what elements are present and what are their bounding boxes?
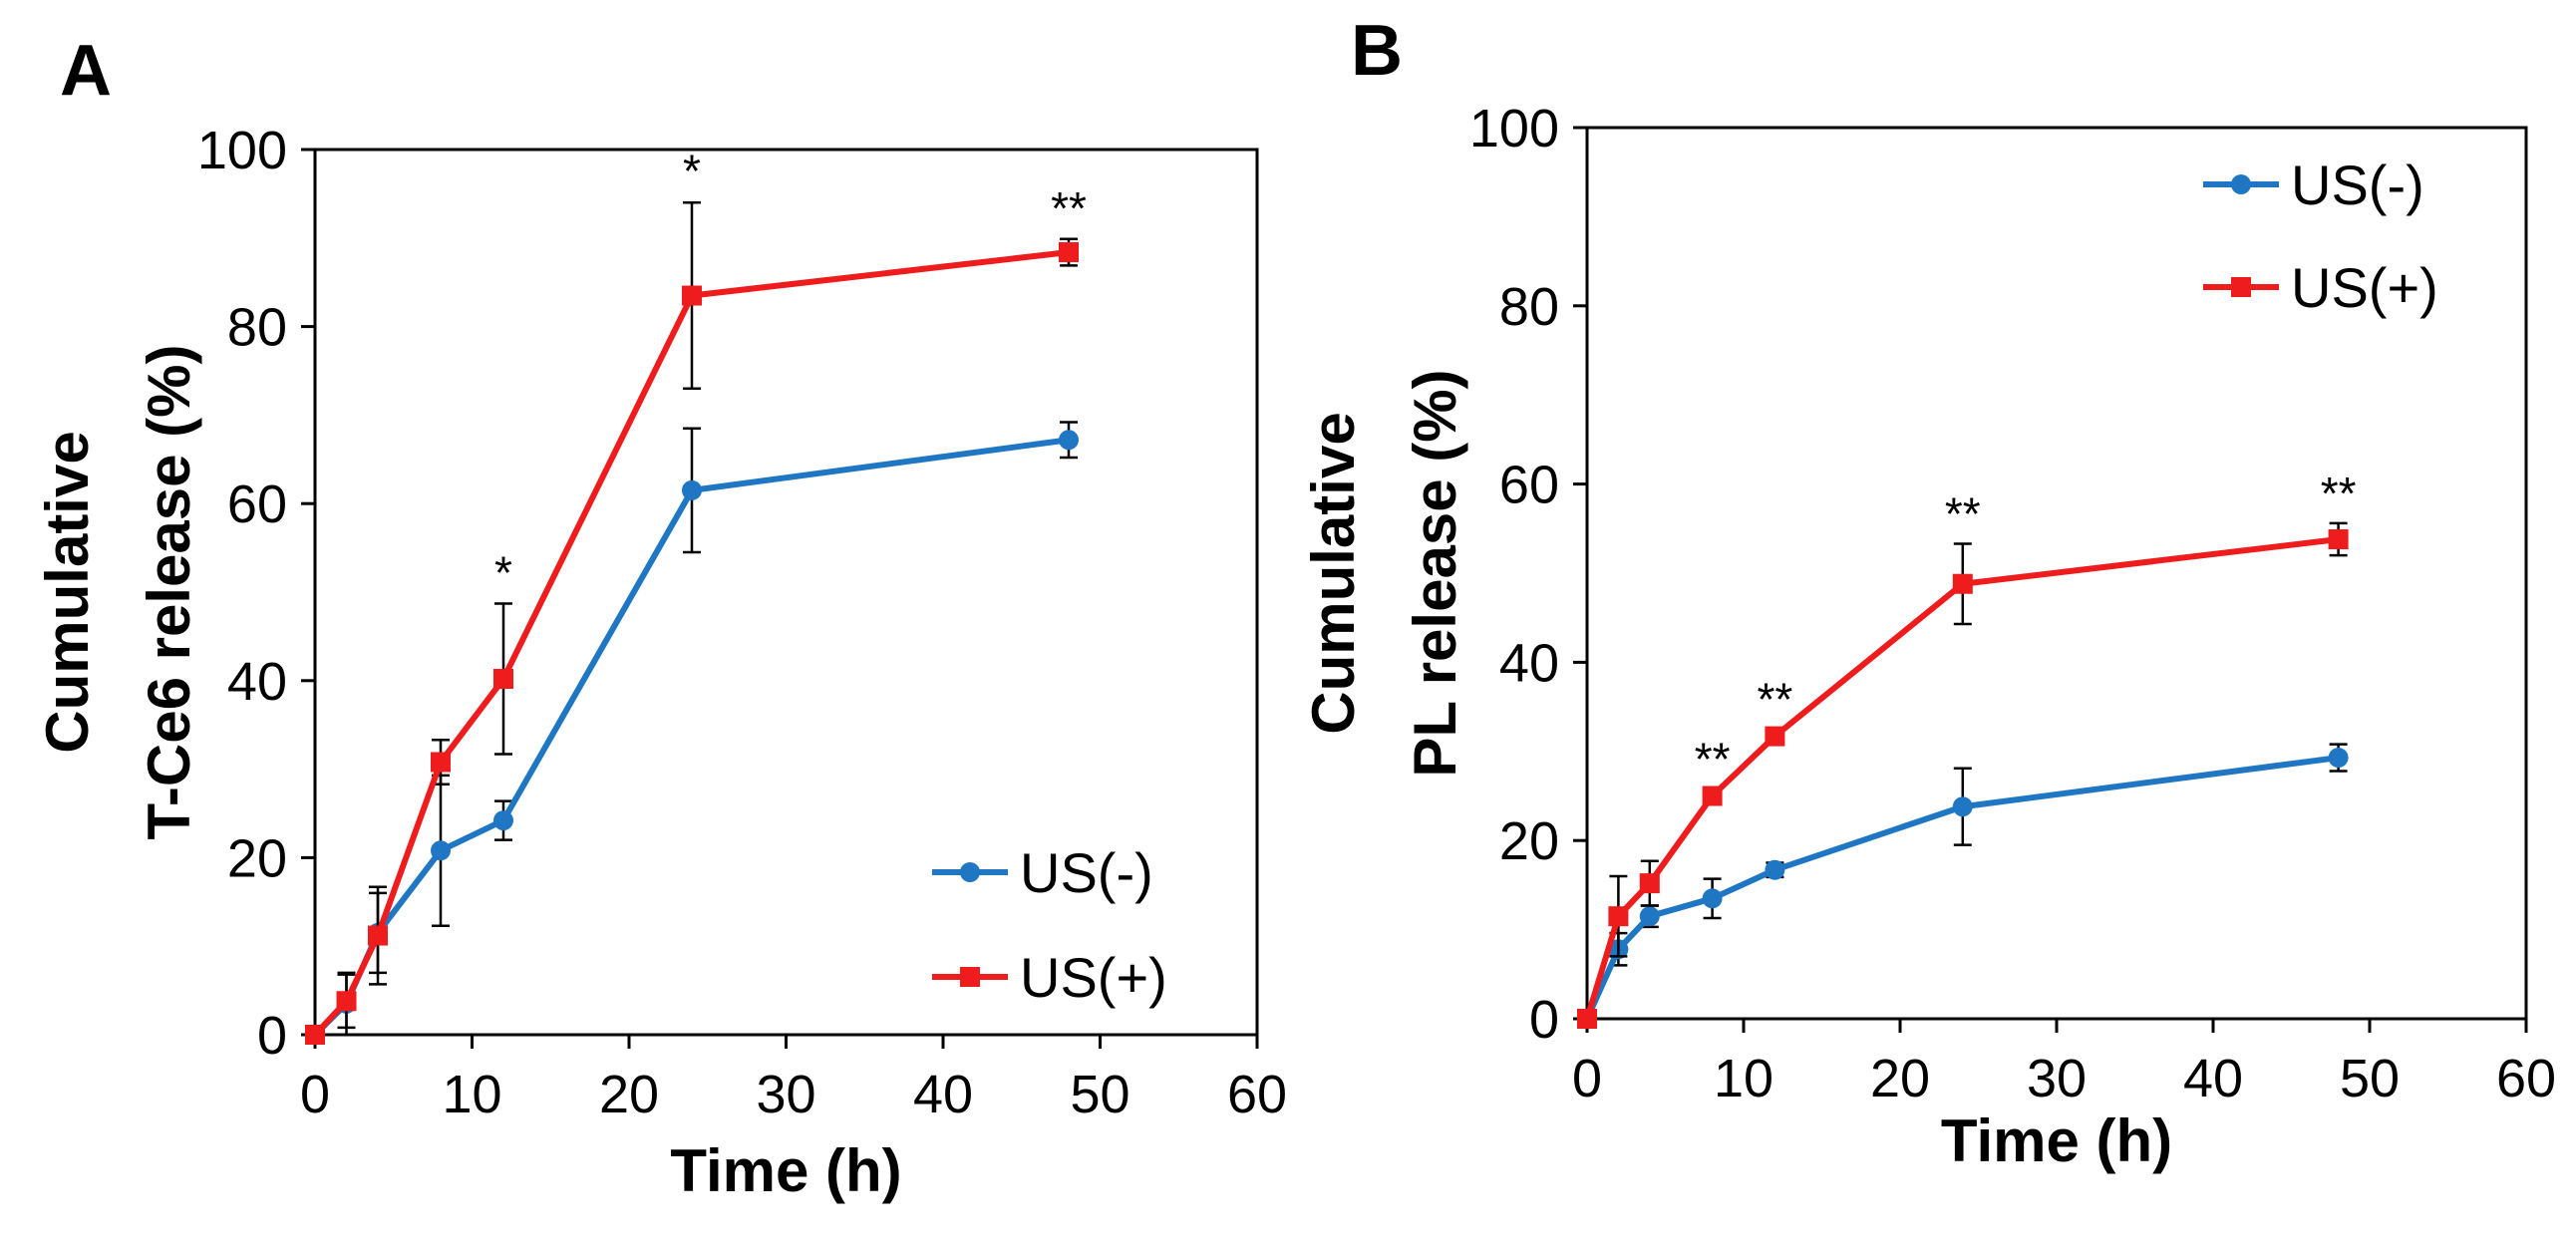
series-us-minus bbox=[305, 421, 1079, 1045]
significance-label: ** bbox=[1945, 487, 1981, 539]
y-axis-title-line: Cumulative bbox=[1300, 412, 1367, 734]
y-tick-label: 80 bbox=[227, 298, 287, 358]
x-tick-label: 0 bbox=[300, 1065, 330, 1124]
x-tick-label: 20 bbox=[599, 1065, 659, 1124]
y-tick-label: 100 bbox=[1469, 99, 1559, 158]
legend-label: US(+) bbox=[2291, 256, 2438, 319]
x-tick-label: 40 bbox=[2183, 1049, 2243, 1108]
data-point bbox=[1765, 859, 1785, 880]
legend-marker bbox=[960, 862, 980, 882]
data-point bbox=[2328, 529, 2349, 550]
y-tick-label: 40 bbox=[227, 652, 287, 712]
significance-label: * bbox=[683, 146, 701, 197]
x-tick-label: 0 bbox=[1572, 1049, 1602, 1108]
x-tick-label: 30 bbox=[2027, 1049, 2087, 1108]
panel-b: B 0 10 20 30 40 50 60 0 20 40 60 80 100 Time (h) Cumula… bbox=[1300, 11, 2556, 1174]
data-point bbox=[682, 285, 702, 306]
y-tick-label: 60 bbox=[227, 474, 287, 534]
data-point bbox=[1639, 873, 1660, 894]
panel-a: A 0 10 20 30 40 50 60 0 20 40 60 80 100 Time (h) Cumula… bbox=[34, 31, 1287, 1204]
significance-label: ** bbox=[1695, 733, 1731, 785]
y-tick-label: 60 bbox=[1499, 456, 1559, 515]
data-point bbox=[368, 925, 388, 946]
x-axis-title: Time (h) bbox=[670, 1137, 901, 1204]
legend-label: US(+) bbox=[1020, 946, 1167, 1009]
data-point bbox=[1577, 1009, 1597, 1029]
x-tick-label: 30 bbox=[756, 1065, 815, 1124]
series-us-plus bbox=[1577, 521, 2349, 1029]
data-point bbox=[493, 810, 513, 831]
legend-marker bbox=[2231, 174, 2251, 194]
y-tick-label: 20 bbox=[227, 828, 287, 888]
data-point bbox=[1608, 906, 1629, 927]
data-point bbox=[1059, 430, 1079, 451]
y-tick-label: 0 bbox=[257, 1006, 287, 1066]
significance-label: ** bbox=[1051, 182, 1087, 234]
data-point bbox=[1702, 786, 1723, 806]
data-point bbox=[1639, 906, 1660, 927]
significance-label: * bbox=[494, 547, 512, 599]
legend-label: US(-) bbox=[1020, 841, 1153, 904]
data-point bbox=[1059, 242, 1079, 263]
legend-marker bbox=[2231, 277, 2251, 297]
y-tick-label: 40 bbox=[1499, 633, 1559, 693]
y-axis-title-line: T-Ce6 release (%) bbox=[136, 345, 202, 840]
y-tick-label: 100 bbox=[197, 121, 287, 180]
data-point bbox=[1952, 573, 1973, 594]
significance-label: ** bbox=[1757, 673, 1792, 725]
x-tick-label: 50 bbox=[1070, 1065, 1129, 1124]
x-tick-label: 60 bbox=[1227, 1065, 1287, 1124]
x-axis-title: Time (h) bbox=[1941, 1107, 2172, 1174]
significance-label: ** bbox=[2321, 468, 2357, 519]
x-tick-label: 10 bbox=[1714, 1049, 1773, 1108]
data-point bbox=[1702, 888, 1723, 909]
panel-letter: A bbox=[60, 31, 112, 111]
data-point bbox=[431, 752, 451, 773]
x-tick-label: 60 bbox=[2496, 1049, 2556, 1108]
y-axis-title-line: Cumulative bbox=[34, 431, 101, 753]
y-tick-label: 80 bbox=[1499, 277, 1559, 337]
data-point bbox=[431, 840, 451, 861]
x-tick-label: 50 bbox=[2340, 1049, 2400, 1108]
y-tick-label: 20 bbox=[1499, 811, 1559, 871]
data-point bbox=[305, 1025, 325, 1045]
series-us-plus bbox=[305, 201, 1079, 1045]
legend-marker bbox=[960, 967, 980, 987]
data-point bbox=[1765, 726, 1785, 747]
panel-letter: B bbox=[1351, 11, 1403, 91]
data-point bbox=[2328, 748, 2349, 769]
x-tick-label: 20 bbox=[1870, 1049, 1930, 1108]
data-point bbox=[1952, 796, 1973, 817]
legend-label: US(-) bbox=[2291, 154, 2424, 216]
y-axis-title-line: PL release (%) bbox=[1402, 369, 1468, 777]
y-tick-label: 0 bbox=[1529, 990, 1559, 1050]
x-tick-label: 40 bbox=[913, 1065, 973, 1124]
data-point bbox=[336, 991, 357, 1012]
x-tick-label: 10 bbox=[442, 1065, 501, 1124]
data-point bbox=[682, 479, 702, 500]
series-us-minus bbox=[1577, 743, 2349, 1029]
data-point bbox=[493, 669, 513, 690]
